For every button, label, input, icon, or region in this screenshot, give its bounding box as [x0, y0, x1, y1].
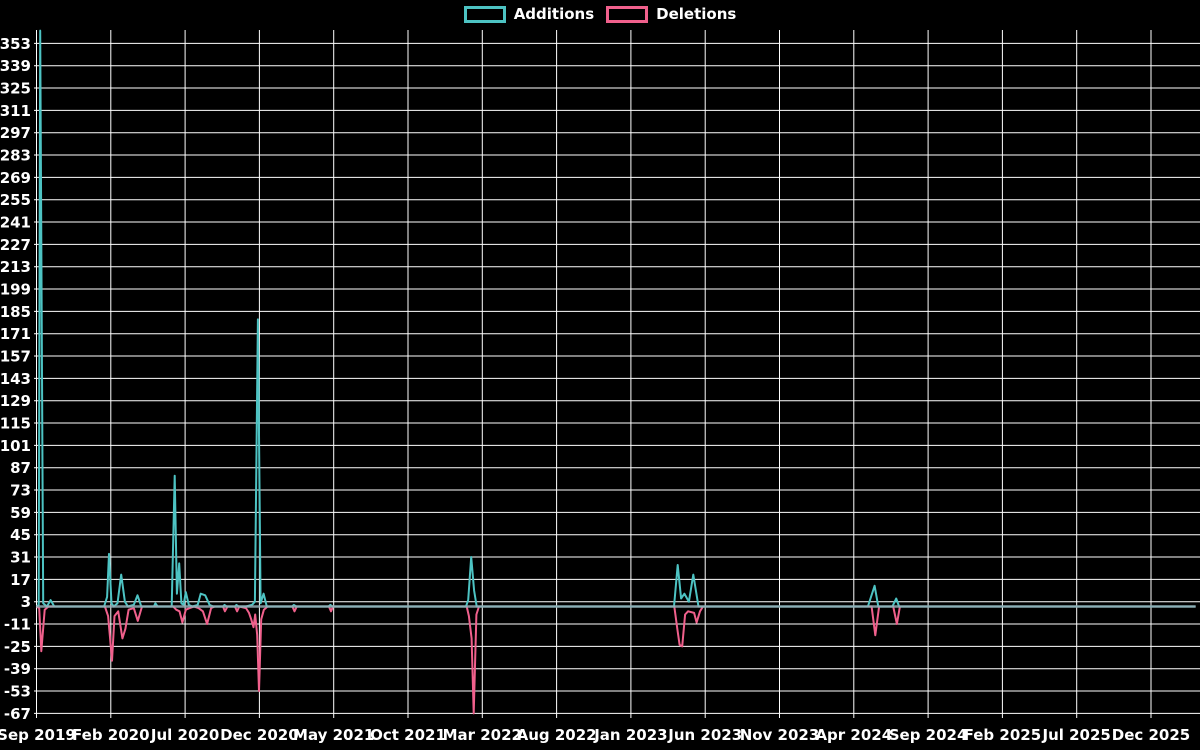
x-tick-label: May 2021	[293, 726, 374, 744]
x-tick-label: Jan 2023	[593, 726, 667, 744]
legend-item-deletions[interactable]: Deletions	[606, 5, 736, 23]
y-tick-label: 87	[10, 459, 31, 477]
x-tick-label: Sep 2019	[0, 726, 76, 744]
x-tick-label: Dec 2020	[220, 726, 299, 744]
x-tick-label: Apr 2024	[815, 726, 892, 744]
legend-label-deletions: Deletions	[656, 5, 737, 23]
x-tick-label: Feb 2020	[72, 726, 150, 744]
y-tick-label: 283	[0, 147, 31, 165]
x-tick-label: Jul 2020	[150, 726, 219, 744]
x-tick-label: Jun 2023	[667, 726, 742, 744]
y-axis-labels: 353 339 325 311 297 283 269 255 241 227 213 199 185 1…	[0, 35, 31, 723]
y-tick-label: 171	[0, 325, 31, 343]
y-tick-label: 325	[0, 80, 31, 98]
y-tick-label: 269	[0, 169, 31, 187]
y-tick-label: 227	[0, 236, 31, 254]
y-tick-label: -67	[4, 705, 31, 723]
y-tick-label: 297	[0, 124, 31, 142]
y-tick-label: 101	[0, 437, 31, 455]
y-tick-label: 143	[0, 370, 31, 388]
y-tick-label: 213	[0, 258, 31, 276]
series-lines	[35, 29, 1196, 715]
y-tick-label: 73	[10, 482, 31, 500]
chart-legend: Additions Deletions	[0, 5, 1200, 23]
y-tick-label: 241	[0, 214, 31, 232]
deletions-line	[35, 605, 1196, 715]
y-tick-label: -39	[4, 660, 31, 678]
x-tick-label: Dec 2025	[1112, 726, 1191, 744]
x-tick-label: Mar 2022	[443, 726, 522, 744]
legend-item-additions[interactable]: Additions	[463, 5, 595, 23]
grid-lines	[34, 30, 1200, 718]
y-tick-label: 311	[0, 102, 31, 120]
y-tick-label: 59	[10, 504, 31, 522]
x-tick-label: Aug 2022	[517, 726, 597, 744]
additions-swatch	[463, 5, 506, 23]
y-tick-label: 199	[0, 281, 31, 299]
x-tick-label: Nov 2023	[740, 726, 820, 744]
y-tick-label: 255	[0, 191, 31, 209]
y-tick-label: 31	[10, 549, 31, 567]
y-tick-label: -25	[4, 638, 31, 656]
y-tick-label: 339	[0, 57, 31, 75]
y-tick-label: 129	[0, 392, 31, 410]
additions-line	[35, 29, 1196, 608]
y-tick-label: -11	[4, 616, 31, 634]
y-tick-label: -53	[4, 683, 31, 701]
y-tick-label: 17	[10, 571, 31, 589]
y-tick-label: 185	[0, 303, 31, 321]
x-tick-label: Sep 2024	[889, 726, 968, 744]
x-tick-label: Oct 2021	[370, 726, 446, 744]
y-tick-label: 353	[0, 35, 31, 53]
x-tick-label: Jul 2025	[1042, 726, 1111, 744]
y-tick-label: 45	[10, 526, 31, 544]
y-tick-label: 3	[21, 593, 31, 611]
deletions-swatch	[606, 5, 649, 23]
y-tick-label: 157	[0, 348, 31, 366]
legend-label-additions: Additions	[513, 5, 595, 23]
y-tick-label: 115	[0, 415, 31, 433]
x-tick-label: Feb 2025	[964, 726, 1042, 744]
